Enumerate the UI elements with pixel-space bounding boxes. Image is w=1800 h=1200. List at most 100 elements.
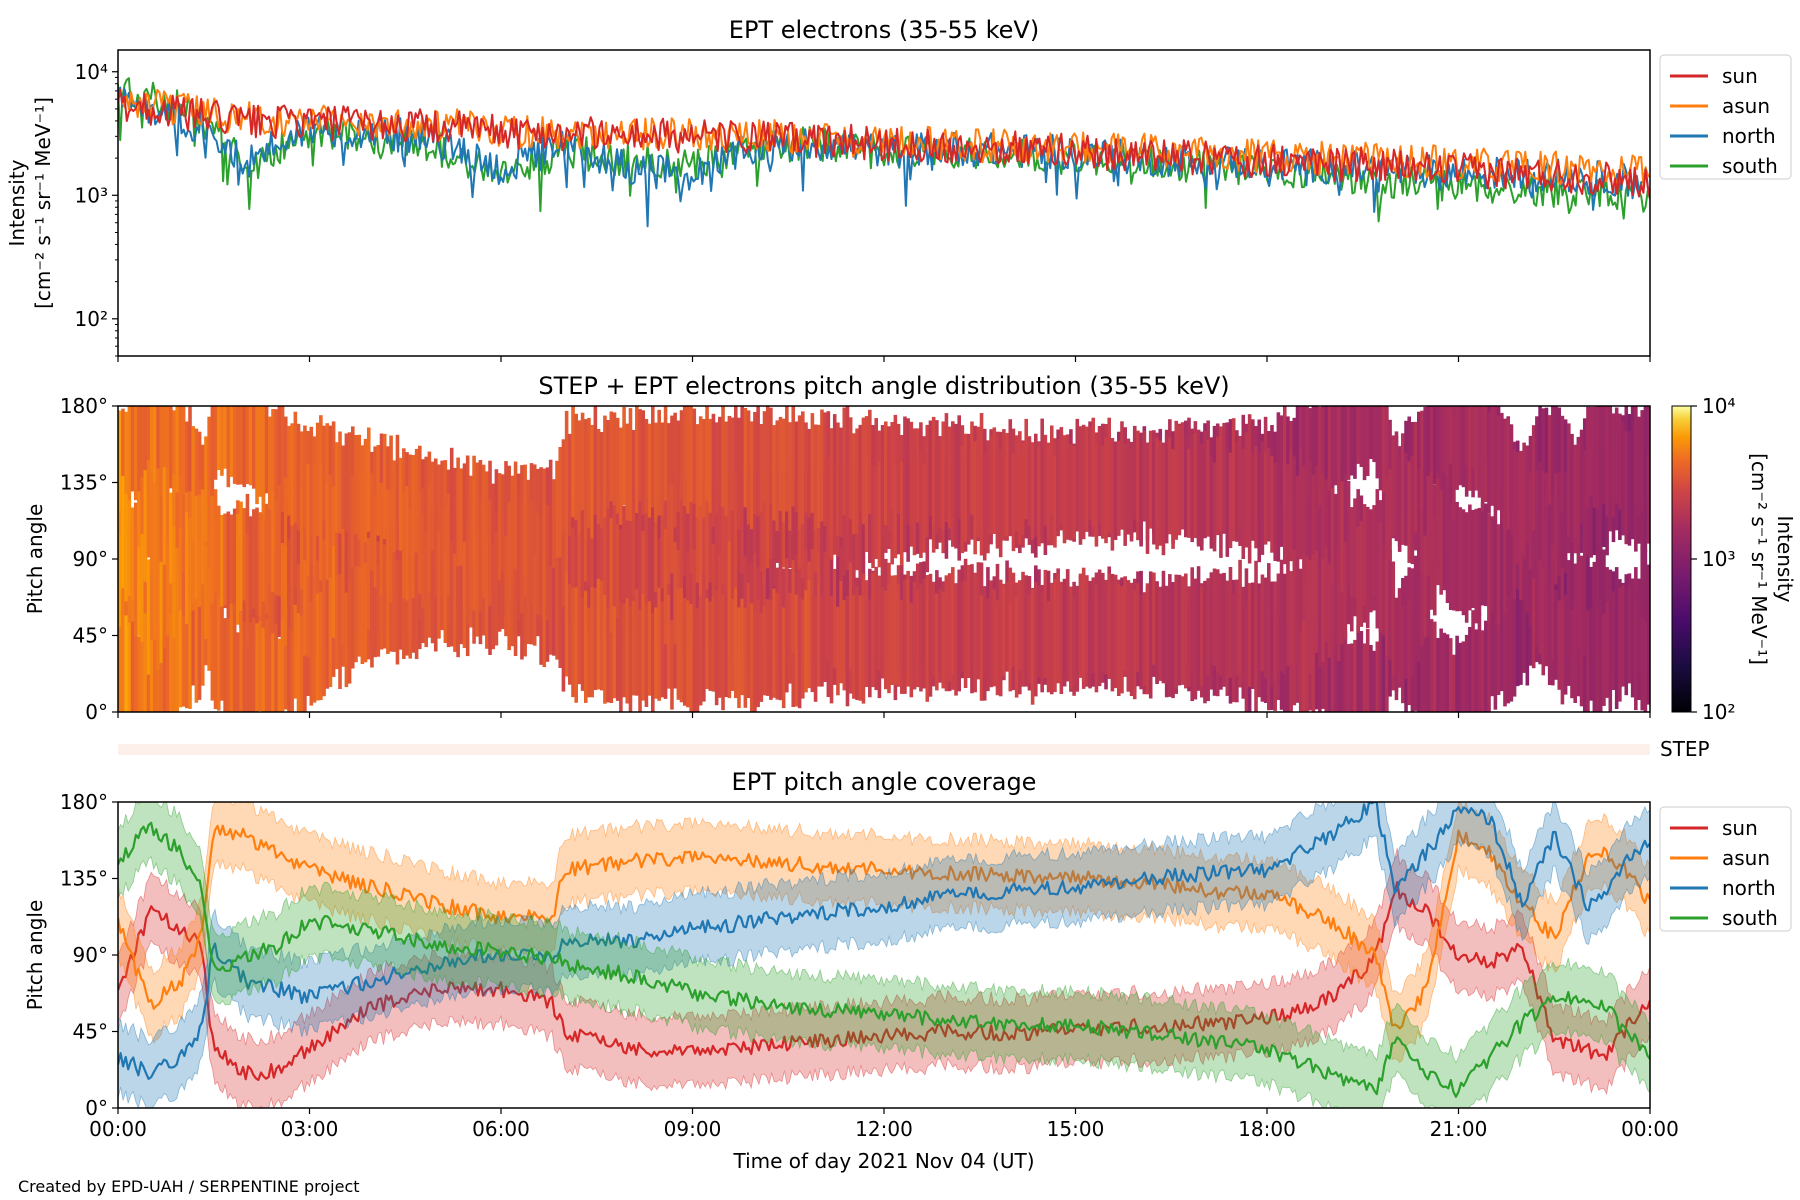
heatmap-cell: [405, 486, 409, 601]
heatmap-cell: [852, 433, 856, 535]
heatmap-cell: [1231, 418, 1236, 525]
heatmap-cell: [1072, 595, 1076, 696]
heatmap-cell: [303, 560, 307, 656]
heatmap-cell: [242, 406, 247, 488]
heatmap-cell: [1519, 498, 1523, 600]
heatmap-cell: [328, 474, 333, 585]
heatmap-cell: [226, 511, 231, 613]
heatmap-cell: [794, 466, 799, 572]
heatmap-cell: [1522, 442, 1526, 555]
heatmap-cell: [887, 584, 891, 694]
heatmap-cell: [178, 528, 183, 639]
heatmap-cell: [733, 473, 738, 567]
heatmap-cell: [724, 421, 729, 517]
heatmap-cell: [893, 465, 898, 559]
heatmap-cell: [609, 597, 614, 703]
heatmap-cell: [1305, 556, 1309, 647]
heatmap-cell: [1024, 418, 1029, 520]
heatmap-cell: [845, 596, 850, 707]
heatmap-cell: [788, 422, 792, 531]
heatmap-cell: [1487, 411, 1491, 514]
heatmap-cell: [1477, 613, 1482, 712]
heatmap-cell: [191, 504, 195, 605]
heatmap-cell: [382, 433, 387, 540]
heatmap-cell: [673, 542, 677, 645]
heatmap-cell: [248, 406, 253, 486]
heatmap-cell: [718, 489, 722, 584]
heatmap-cell: [884, 421, 888, 526]
heatmap-cell: [880, 586, 885, 679]
heatmap-cell: [603, 489, 607, 593]
heatmap-cell: [552, 565, 556, 656]
heatmap-cell: [861, 417, 866, 525]
heatmap-cell: [523, 464, 527, 577]
heatmap-cell: [571, 587, 575, 698]
heatmap-cell: [1560, 474, 1565, 573]
heatmap-cell: [915, 589, 920, 688]
heatmap-cell: [360, 569, 365, 664]
heatmap-cell: [564, 483, 569, 586]
heatmap-cell: [1397, 456, 1402, 552]
heatmap-cell: [1155, 584, 1159, 683]
heatmap-cell: [1630, 578, 1635, 682]
heatmap-cell: [386, 489, 390, 589]
heatmap-cell: [1238, 559, 1242, 672]
heatmap-cell: [386, 559, 390, 654]
heatmap-cell: [877, 575, 882, 671]
heatmap-cell: [1595, 604, 1600, 712]
heatmap-cell: [1238, 435, 1242, 531]
heatmap-cell: [453, 467, 457, 572]
heatmap-cell: [740, 406, 744, 517]
heatmap-cell: [1314, 550, 1319, 653]
heatmap-cell: [169, 613, 173, 712]
heatmap-cell: [1439, 490, 1443, 595]
heatmap-cell: [338, 431, 342, 534]
heatmap-cell: [1484, 503, 1488, 607]
heatmap-cell: [842, 407, 847, 516]
heatmap-cell: [1487, 513, 1491, 623]
heatmap-cell: [1247, 583, 1252, 687]
heatmap-cell: [590, 425, 594, 539]
heatmap-cell: [718, 590, 722, 698]
heatmap-cell: [1056, 439, 1060, 537]
heatmap-cell: [1225, 447, 1230, 557]
heatmap-cell: [430, 461, 435, 551]
heatmap-cell: [1474, 406, 1479, 491]
heatmap-cell: [1634, 600, 1638, 711]
heatmap-cell: [721, 594, 725, 711]
heatmap-cell: [350, 475, 355, 567]
heatmap-cell: [185, 602, 189, 709]
heatmap-cell: [1413, 421, 1418, 533]
heatmap-cell: [603, 594, 607, 704]
heatmap-cell: [660, 601, 665, 698]
heatmap-cell: [970, 421, 974, 515]
heatmap-cell: [1101, 572, 1105, 673]
heatmap-cell: [1097, 597, 1102, 687]
panel2-heatmap-area: [118, 406, 1650, 712]
heatmap-cell: [1378, 522, 1383, 633]
heatmap-cell: [698, 604, 703, 706]
heatmap-cell: [1180, 422, 1185, 529]
heatmap-cell: [172, 410, 176, 504]
heatmap-cell: [1324, 406, 1329, 492]
heatmap-cell: [156, 468, 160, 582]
heatmap-cell: [583, 419, 588, 527]
heatmap-cell: [1270, 455, 1274, 553]
heatmap-cell: [587, 417, 591, 528]
heatmap-cell: [1343, 541, 1348, 640]
heatmap-cell: [890, 575, 894, 685]
heatmap-cell: [497, 535, 502, 632]
heatmap-cell: [1279, 451, 1284, 547]
heatmap-cell: [1343, 406, 1348, 492]
heatmap-cell: [1321, 619, 1325, 709]
heatmap-cell: [931, 416, 936, 525]
heatmap-cell: [1602, 549, 1606, 653]
heatmap-cell: [392, 460, 397, 553]
heatmap-cell: [1314, 466, 1319, 561]
heatmap-cell: [1643, 445, 1648, 553]
heatmap-cell: [1014, 435, 1019, 532]
heatmap-cell: [382, 544, 387, 649]
heatmap-cell: [619, 427, 623, 525]
heatmap-cell: [127, 500, 132, 596]
heatmap-cell: [1107, 573, 1112, 679]
